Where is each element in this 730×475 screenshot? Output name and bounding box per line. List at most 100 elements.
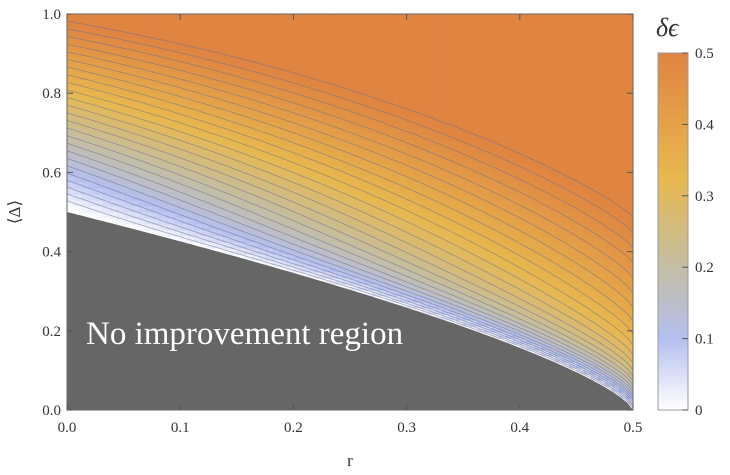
heatmap-cell <box>208 146 217 153</box>
heatmap-cell <box>236 188 245 195</box>
heatmap-cell <box>569 248 577 255</box>
heatmap-cell <box>519 56 528 63</box>
heatmap-cell <box>307 158 316 165</box>
heatmap-cell <box>201 32 210 39</box>
heatmap-cell <box>590 62 599 69</box>
heatmap-cell <box>201 218 210 225</box>
heatmap-cell <box>541 206 549 213</box>
heatmap-cell <box>144 188 153 195</box>
heatmap-cell <box>335 206 344 213</box>
heatmap-cell <box>314 50 323 57</box>
heatmap-cell <box>477 176 486 183</box>
heatmap-cell <box>109 80 118 87</box>
heatmap-cell <box>236 242 245 249</box>
heatmap-cell <box>463 92 471 99</box>
heatmap-cell <box>201 212 210 219</box>
heatmap-cell <box>321 26 330 33</box>
heatmap-cell <box>215 218 224 225</box>
heatmap-cell <box>321 236 330 243</box>
heatmap-cell <box>441 98 450 105</box>
heatmap-cell <box>272 62 280 69</box>
heatmap-cell <box>590 296 599 303</box>
heatmap-cell <box>406 38 415 45</box>
heatmap-cell <box>583 170 592 177</box>
heatmap-cell <box>166 200 174 207</box>
heatmap-cell <box>512 296 521 303</box>
heatmap-cell <box>194 206 203 213</box>
heatmap-cell <box>286 260 294 267</box>
heatmap-cell <box>541 128 549 135</box>
heatmap-cell <box>201 20 210 27</box>
heatmap-cell <box>321 14 330 21</box>
heatmap-cell <box>456 266 464 273</box>
heatmap-cell <box>590 152 599 159</box>
heatmap-cell <box>449 230 457 237</box>
heatmap-cell <box>293 164 302 171</box>
heatmap-cell <box>229 188 238 195</box>
heatmap-cell <box>441 68 450 75</box>
heatmap-cell <box>314 68 323 75</box>
heatmap-cell <box>406 14 415 21</box>
heatmap-cell <box>116 62 125 69</box>
heatmap-cell <box>441 128 450 135</box>
heatmap-cell <box>576 236 585 243</box>
heatmap-cell <box>576 272 585 279</box>
heatmap-cell <box>378 128 386 135</box>
heatmap-cell <box>286 224 294 231</box>
heatmap-cell <box>512 290 521 297</box>
heatmap-cell <box>194 68 203 75</box>
heatmap-cell <box>67 32 75 39</box>
heatmap-cell <box>498 200 507 207</box>
heatmap-cell <box>413 290 422 297</box>
heatmap-cell <box>180 194 188 201</box>
heatmap-cell <box>413 170 422 177</box>
heatmap-cell <box>477 290 486 297</box>
heatmap-cell <box>187 104 195 111</box>
heatmap-cell <box>569 44 577 51</box>
heatmap-cell <box>562 110 570 117</box>
heatmap-cell <box>562 20 570 27</box>
heatmap-cell <box>250 182 259 189</box>
heatmap-cell <box>533 260 542 267</box>
heatmap-cell <box>364 218 372 225</box>
heatmap-cell <box>123 176 132 183</box>
heatmap-cell <box>130 212 139 219</box>
heatmap-cell <box>533 308 542 315</box>
heatmap-cell <box>449 164 457 171</box>
heatmap-cell <box>491 164 500 171</box>
heatmap-cell <box>449 140 457 147</box>
heatmap-cell <box>378 164 386 171</box>
heatmap-cell <box>533 278 542 285</box>
heatmap-cell <box>350 260 358 267</box>
heatmap-cell <box>477 104 486 111</box>
heatmap-cell <box>328 218 337 225</box>
heatmap-cell <box>201 26 210 33</box>
heatmap-cell <box>456 236 464 243</box>
heatmap-cell <box>130 20 139 27</box>
heatmap-cell <box>456 158 464 165</box>
heatmap-cell <box>541 56 549 63</box>
heatmap-cell <box>371 86 379 93</box>
heatmap-cell <box>371 230 379 237</box>
heatmap-cell <box>576 248 585 255</box>
heatmap-cell <box>562 14 570 21</box>
heatmap-cell <box>385 68 394 75</box>
heatmap-cell <box>378 158 386 165</box>
heatmap-cell <box>385 146 394 153</box>
heatmap-cell <box>484 68 493 75</box>
heatmap-cell <box>123 218 132 225</box>
heatmap-cell <box>187 44 195 51</box>
heatmap-cell <box>597 356 606 363</box>
heatmap-cell <box>335 182 344 189</box>
heatmap-cell <box>109 158 118 165</box>
heatmap-cell <box>293 116 302 123</box>
heatmap-cell <box>265 56 273 63</box>
heatmap-cell <box>130 92 139 99</box>
heatmap-cell <box>67 122 75 129</box>
heatmap-cell <box>449 44 457 51</box>
heatmap-cell <box>484 20 493 27</box>
heatmap-cell <box>109 20 118 27</box>
heatmap-cell <box>576 338 585 345</box>
heatmap-cell <box>265 44 273 51</box>
heatmap-cell <box>477 56 486 63</box>
